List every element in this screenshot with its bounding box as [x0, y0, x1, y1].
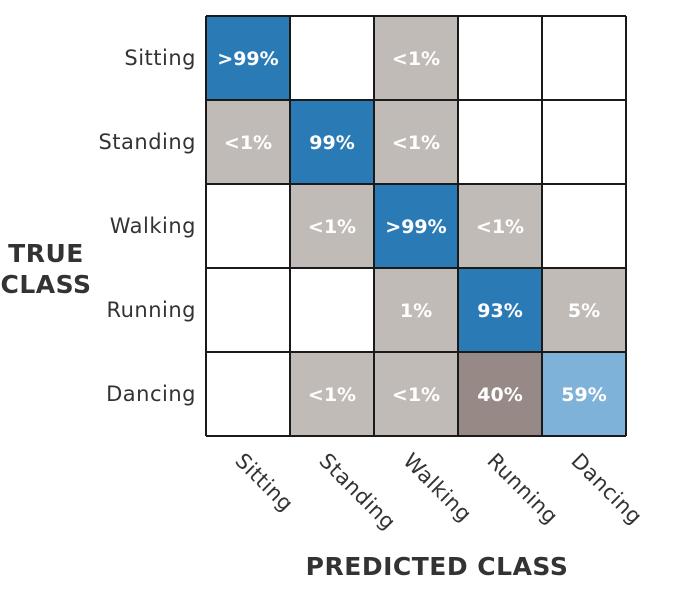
cell-r0-c2: [374, 16, 458, 100]
cell-value-r1-c2: <1%: [392, 132, 440, 154]
row-labels: Sitting Standing Walking Running Dancing: [98, 46, 196, 406]
cell-r4-c3: [458, 352, 542, 436]
cell-r2-c0: [206, 184, 290, 268]
y-axis-title-line-1: TRUE: [8, 239, 84, 268]
grid-layer: [205, 15, 627, 437]
column-label-walking: Walking: [398, 449, 476, 527]
cell-value-r2-c3: <1%: [476, 216, 524, 238]
cell-r1-c1: [290, 100, 374, 184]
cell-value-r4-c3: 40%: [477, 384, 522, 406]
column-label-dancing: Dancing: [566, 449, 647, 530]
column-label-sitting: Sitting: [230, 449, 298, 517]
cell-value-r0-c0: >99%: [217, 48, 278, 70]
cell-r2-c2: [374, 184, 458, 268]
cell-r1-c2: [374, 100, 458, 184]
cell-r0-c4: [542, 16, 626, 100]
cell-value-r0-c2: <1%: [392, 48, 440, 70]
cell-r0-c0: [206, 16, 290, 100]
row-label-running: Running: [106, 298, 196, 322]
y-axis-title-line-2: CLASS: [0, 270, 91, 299]
cell-value-r2-c1: <1%: [308, 216, 356, 238]
cell-r3-c0: [206, 268, 290, 352]
cell-r2-c4: [542, 184, 626, 268]
cell-r4-c1: [290, 352, 374, 436]
cell-r3-c4: [542, 268, 626, 352]
row-label-sitting: Sitting: [124, 46, 196, 70]
cell-value-r2-c2: >99%: [385, 216, 446, 238]
cell-value-r3-c2: 1%: [400, 300, 432, 322]
cell-value-r1-c0: <1%: [224, 132, 272, 154]
column-label-running: Running: [482, 449, 562, 529]
cell-value-r4-c4: 59%: [561, 384, 606, 406]
cell-r0-c1: [290, 16, 374, 100]
cell-r4-c0: [206, 352, 290, 436]
cell-r3-c2: [374, 268, 458, 352]
cell-value-r4-c2: <1%: [392, 384, 440, 406]
cell-value-r1-c1: 99%: [309, 132, 354, 154]
cell-r1-c4: [542, 100, 626, 184]
cell-r3-c3: [458, 268, 542, 352]
row-label-dancing: Dancing: [106, 382, 196, 406]
x-axis-title: PREDICTED CLASS: [306, 552, 569, 581]
cell-value-r4-c1: <1%: [308, 384, 356, 406]
cell-r3-c1: [290, 268, 374, 352]
cell-r2-c3: [458, 184, 542, 268]
cell-r0-c3: [458, 16, 542, 100]
cell-r2-c1: [290, 184, 374, 268]
column-label-standing: Standing: [314, 449, 400, 535]
cell-r1-c3: [458, 100, 542, 184]
row-label-standing: Standing: [98, 130, 196, 154]
cell-r4-c4: [542, 352, 626, 436]
row-label-walking: Walking: [110, 214, 196, 238]
cell-r4-c2: [374, 352, 458, 436]
cell-r1-c0: [206, 100, 290, 184]
cell-value-r3-c3: 93%: [477, 300, 522, 322]
cell-value-r3-c4: 5%: [568, 300, 600, 322]
cells-layer: >99% <1% <1% 99% <1% <1% >99% <1% 1% 93% 5% <1% <1% 4…: [206, 16, 626, 436]
